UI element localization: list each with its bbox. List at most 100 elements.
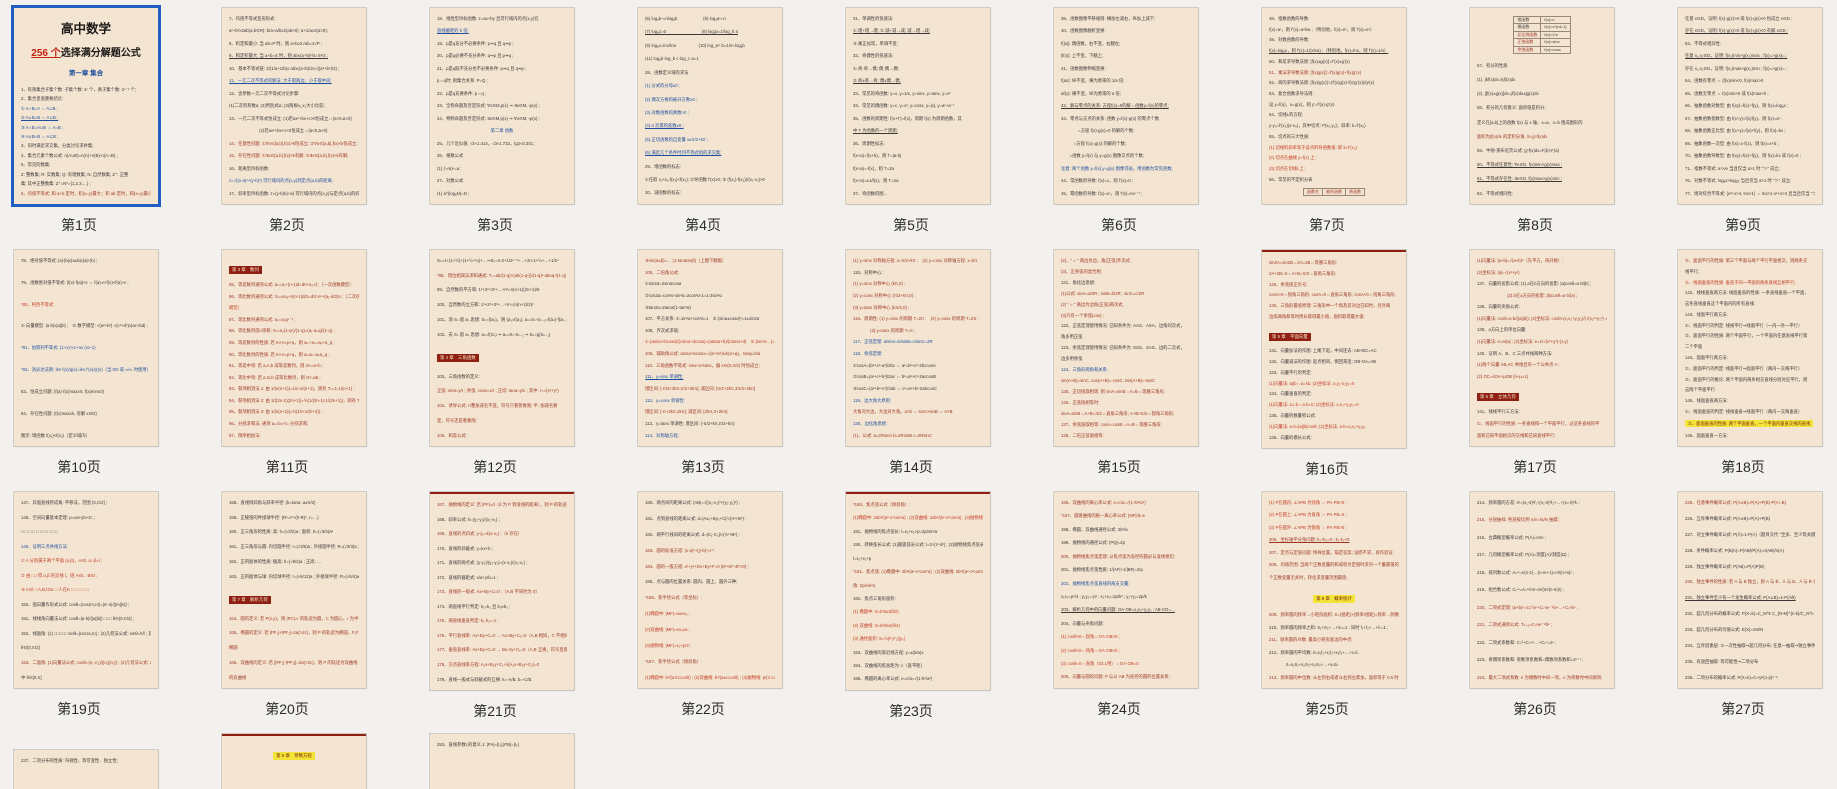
- page-content: 39、函数图像平移规则: 横加左减右，纵加上减下; 40、函数图像翻折变换: f(|…: [1061, 16, 1191, 196]
- page-content: 高中数学 256 个选择满分解题公式 第一章 集合 1、有限集合子集个数: 子集个数:…: [21, 16, 151, 196]
- page-content: 225、任意事件概率公式: P(A∪B)=P(A)+P(B)-P(A∩B) 226…: [1685, 500, 1815, 680]
- thumb-line: (3) 通径面积: S=½|F₁F₂||y₀|: [853, 636, 905, 642]
- thumb-line: ②、面面平行的性质: 第三个平面与两个平行平面相交，则两条交: [1685, 258, 1808, 263]
- page-thumbnail[interactable]: 7、均值不等式变形形式: a²+b²≥2ab(a,b∈R); b/a+a/b≥2(…: [222, 8, 366, 204]
- thumb-line: 66、抽象函数对数型: 由 f(xy)=f(x)+f(y)，则 f(x)=log…: [1685, 103, 1789, 109]
- page-thumbnail[interactable]: 214、频率圆的方差: s²=(x₁-x̄)²f₁+(x₂-x̄)²f₂+…+(…: [1470, 492, 1614, 688]
- thumb-line: 4、集合元素个数公式: n(A∪B)=n(A)+n(B)-n(A∩B) ;: [21, 152, 118, 158]
- thumb-line: 201、抛物线焦点弦性质: 1/|AF|+1/|BF|=2/p: [1061, 567, 1143, 573]
- thumb-line: ③ A∩B=A∪B ⇔ A=B ;: [21, 124, 64, 130]
- thumb-line: (2) 双曲线: S=b²/tan(θ/2): [853, 622, 900, 628]
- thumb-line: 177、垂直直线系: Ax+By+C=0 → Bx-Ay+C₁=0（A,B 互换…: [437, 647, 567, 653]
- page-thumbnail[interactable]: 253、直线参数t.的意义.1: |PA|=|t₁|,|PB|=|t₂|254、…: [430, 734, 574, 789]
- page-thumbnail-selected[interactable]: 高中数学 256 个选择满分解题公式 第一章 集合 1、有限集合子集个数: 子集个数:…: [11, 5, 161, 207]
- thumb-line: 207、定点与定值问题: 特殊位置，锚定答案; 设而不求，再作验证;: [1269, 549, 1394, 555]
- page-label: 第1页: [61, 217, 97, 233]
- thumb-line: 119、边大角大原则:: [853, 397, 892, 403]
- thumb-line: (2) OC=λOA+μOB (λ+μ=1): [1477, 373, 1529, 379]
- page-thumbnail[interactable]: 196、双曲线的离心率公式: e=c/a=√(1+b²/a²) *197、圆锥曲线…: [1054, 492, 1198, 688]
- thumb-line: ①任取 x₁<x₂,f(x₁)<f(x₂); ②导函数 f'(x)≥0; ③ (…: [645, 177, 765, 183]
- thumb-line: 153、二面角: (1)向量法公式: cosθ=(n₁·n₂)/(|n₁||n₂…: [21, 660, 151, 666]
- thumb-line: ②cosB=(a²+c²-b²)/2ac ⇔ b²=a²+c²-2accosB: [853, 374, 936, 380]
- thumb-line: 133、向量平行的判定:: [1269, 369, 1312, 375]
- thumb-line: 25、几个近似值: √2≈1.414，√3≈1.732，lg2≈0.301 ;: [437, 140, 536, 146]
- thumb-line: 集; 其中正整数集: Z⁺=N*={1,2,3,…} ;: [21, 181, 91, 187]
- page-thumbnail[interactable]: 158、直线倾斜角与斜率半径: {k=tanα, α≠π/2} 159、正棱锥的件…: [222, 492, 366, 688]
- thumb-line: □ □ □ □ □ □ □ □ □ □: [21, 529, 58, 535]
- page-thumbnail[interactable]: ②、面面平行的性质: 第三个平面与两个平行平面相交，则两条交 线平行; ②、线面垂直…: [1678, 250, 1822, 446]
- thumbnail-cell: 任意 x∈D，证明: f(x)-g(x)>0 或 f(x)-g(x)<0 恒成立…: [1678, 8, 1822, 235]
- thumb-line: 170、直线的斜截式: y=kx+b ;: [437, 545, 493, 551]
- page-thumbnail[interactable]: 180、两点间的距离公式: |AB|=√((x₂-x₁)²+(y₂-y₁)²) …: [638, 492, 782, 688]
- page-content: 48、指数函数的导数: f(x)=aˣ，则 f'(x)=aˣlna ;（特别地，f…: [1269, 16, 1399, 196]
- thumb-line: (1).切线的斜率等于该点的导函数值: 即 k=f'(x₀): [1269, 144, 1357, 150]
- thumb-line: 87、等比数列通项公式: aₙ=a₁qⁿ⁻¹ ;: [229, 316, 296, 322]
- thumb-line: 面积为∫f(x)dx 的定积分值, S=∫ₐᵇf(x)dx: [1477, 133, 1548, 139]
- page-thumbnail[interactable]: (1)向量法: |a+b|=√(a+b)²（先平方，再开根）; (2)坐标法: |…: [1470, 250, 1614, 446]
- page-thumbnail[interactable]: 237、二项分布的性质: 归规性、等可变性、独立性;238、二项分布的均值与方差…: [14, 750, 158, 789]
- page-thumbnail[interactable]: Sₙ=1+(1+½)+(1+½+¼)+…⇒Sₙ=n-2+1/2ⁿ⁻¹+…+2n-…: [430, 250, 574, 446]
- page-label: 第8页: [1517, 217, 1553, 233]
- page-thumbnail[interactable]: 第 3 章 数列 85、等差数列通项公式: aₙ=a₁+(n-1)d=dn+a₁-…: [222, 250, 366, 446]
- page-thumbnail[interactable]: (1) P在圆内: ∠APB 为钝角 ⇔ PA·PB<0 ; (2) P在圆上: …: [1262, 492, 1406, 688]
- page-thumbnail[interactable]: 第 9 章 参数方程244、极坐标方程与直角方程互化: {ρ=√(x²+y²),…: [222, 734, 366, 789]
- thumb-line: 设 y=f(u)，u=g(x)，则 y'=f'(u)·g'(x): [1269, 101, 1335, 107]
- page-thumbnail[interactable]: 31、单调性的快速法: ①.增+增→增; ②.减+减→减; 减→增→减; ③.乘正加…: [846, 8, 990, 204]
- page-thumbnail[interactable]: ③sin(α±β)=… (1-tanαtanβ)（上图下翻版） 106、二倍角公式…: [638, 250, 782, 446]
- thumb-line: 线平行;: [1685, 268, 1700, 274]
- page-thumbnail[interactable]: (2)、" = " 两边为边，角(正弦)齐次式; (3)、正余弦的混合相; 121、…: [1054, 250, 1198, 446]
- page-thumbnail[interactable]: (5) logₐbⁿ=nlogₐb (6) logₐaⁿ=n (7) logₐ1=…: [638, 8, 782, 204]
- thumb-line: 199、抛物线的通径公式: |PQ|=2p: [1061, 540, 1125, 546]
- thumb-line: *191、焦点弦: (1)椭圆中: 2b²/(a²-c²cos²α) ; (2)…: [853, 569, 983, 575]
- thumb-line: 22、p是q充要条件: p⇔q ;: [437, 90, 487, 96]
- thumb-line: 162、正四面体的性质: 棱高: h=(√6/3)a ; 正高: …: [229, 558, 322, 564]
- thumb-line: 114、对称轴方程:: [645, 432, 679, 438]
- thumb-line: 70、抽象函数导数型: 由 f(xy)=f(x)+f(y)，则 f(x)=kx …: [1685, 153, 1801, 159]
- thumb-line: ③sin(α±β)=… (1-tanαtanβ)（上图下翻版）: [645, 258, 727, 263]
- page-thumbnail[interactable]: 147、异面直线所成角: 平移法，范围 (0,π/2] ; 148、空间向量基本定…: [14, 492, 158, 688]
- thumb-line: 边多用余弦: [1061, 356, 1083, 362]
- page-label: 第4页: [685, 217, 721, 233]
- thumb-line: 104、诱导公式: π整加减名不变，符号只看管象限; 半: 加减名要: [437, 403, 558, 409]
- thumb-line: 182、两平行线间的距离公式: d=|C₁-C₂|/√(A²+B²) ;: [645, 531, 740, 537]
- thumb-line: 109、辅助角公式: asinα+bcosα=√(a²+b²)sin(α+φ)，…: [645, 351, 761, 357]
- thumb-line: 143、线面平行两方法:: [1685, 311, 1728, 317]
- thumb-line: 220、二项式定理: (a+b)ⁿ=Cₙ⁰aⁿ+Cₙ¹aⁿ⁻¹b+…+Cₙⁿbⁿ…: [1477, 604, 1578, 610]
- page-thumbnail[interactable]: 常函数 f(x)=c 幂函数 f(x)=xⁿ(n≠-1) 反比例函数 f(x)=1/x 正弦…: [1470, 8, 1614, 204]
- thumb-line: 233、超几何分布的均值公式: E(X)=nM/N: [1685, 627, 1764, 632]
- thumb-line: 117、正弦定理: a/sinA=b/sinB=c/sinC=2R: [853, 339, 933, 345]
- thumb-line: 151、线线角向量法公式: cosθ=|a·b|/(|a||b|) □□□ θ∈…: [21, 616, 135, 622]
- thumb-line: *187、焦半径公式（倾斜角）:: [645, 658, 703, 664]
- thumb-line: 215、分层抽样: 各层按比例 nᵢ/n=Nᵢ/N 抽取;: [1477, 517, 1559, 523]
- page-thumbnail[interactable]: 78、绝对值不等式: |a|-|b|≤|a±b|≤|a|+|b| ; 79、函数绝…: [14, 250, 158, 446]
- thumb-line: 142、线线垂直两方法: 线面垂直的性质: 一条直线垂直一个平面，: [1685, 290, 1809, 296]
- thumb-line: 190、转换弦长公式: (1)圆弧弦长公式: l=2√(r²-d²) ; (2)…: [853, 542, 983, 548]
- page-thumbnail[interactable]: (1) y=sinx 对称轴方程: x=π/2+kπ ; (2) y=cosx …: [846, 250, 990, 446]
- thumb-line: 85、等差数列通项公式: aₙ=a₁+(n-1)d=dn+a₁-d ;（一次函数…: [229, 282, 354, 288]
- thumb-line: (2).切点在曲线 y=f(x) 上;: [1269, 155, 1316, 161]
- page-thumbnail[interactable]: 18、线性型目标函数: z=ax+by 且可行域内的点(x,y)在 直线截距的 b…: [430, 8, 574, 204]
- page-content: 180、两点间的距离公式: |AB|=√((x₂-x₁)²+(y₂-y₁)²) …: [645, 500, 775, 680]
- page-thumbnail[interactable]: 任意 x∈D，证明: f(x)-g(x)>0 或 f(x)-g(x)<0 恒成立…: [1678, 8, 1822, 204]
- page-thumbnail[interactable]: 48、指数函数的导数: f(x)=aˣ，则 f'(x)=aˣlna ;（特别地，f…: [1262, 8, 1406, 204]
- thumbnail-cell: ③sin(α±β)=… (1-tanαtanβ)（上图下翻版） 106、二倍角公式…: [638, 250, 782, 477]
- thumb-line: 61、不等式存在性: ∃x∈D, f(x)max>g(x)min ;: [1477, 176, 1562, 182]
- thumb-line: *190、焦点弦公式（倾斜角）:: [853, 502, 911, 507]
- thumb-line: 角多用正弦: [1061, 334, 1083, 340]
- thumb-line: 50、和差求导数法则: [f(x)±g(x)]'=f'(x)±g'(x): [1269, 58, 1350, 64]
- thumb-line: 个正数变量无关时，转化求变量范围最值;: [1269, 574, 1348, 580]
- page-thumbnail[interactable]: 39、函数图像平移规则: 横加左减右，纵加上减下; 40、函数图像翻折变换: f(|…: [1054, 8, 1198, 204]
- page-thumbnail[interactable]: 167、抛物线的定义: 若 |PF|=d（d 为 P 到准线的距离），则 P 的…: [430, 492, 574, 690]
- thumb-line: 31、单调性的快速法:: [853, 16, 894, 21]
- thumb-line: 58、积分的几何意义: 面积值是积分;: [1477, 105, 1546, 111]
- doc-subtitle: 256 个选择满分解题公式: [31, 48, 141, 59]
- page-label: 第23页: [889, 703, 933, 719]
- thumbnail-cell: 39、函数图像平移规则: 横加左减右，纵加上减下; 40、函数图像翻折变换: f(|…: [1054, 8, 1198, 235]
- page-thumbnail[interactable]: 225、任意事件概率公式: P(A∪B)=P(A)+P(B)-P(A∩B) 226…: [1678, 492, 1822, 688]
- thumb-line: (3).切点在切线L上;: [1269, 166, 1305, 172]
- thumb-line: 45、幂函数的导数: f(x)=xⁿ，则 f'(x)=nxⁿ⁻¹ ;: [1061, 190, 1143, 196]
- thumb-line: 183、圆的标准方程: (x-a)²+(y-b)²=r² ;: [645, 547, 716, 553]
- page-thumbnail[interactable]: *190、焦点弦公式（倾斜角）: (1)椭圆中: 2ab²/(a²-c²cos²α…: [846, 492, 990, 690]
- thumb-line: 161、正三角形与圆: 内切圆半径: r=(√3/6)a ; 外接圆半径: R=…: [229, 544, 359, 550]
- page-thumbnail[interactable]: sin2A=sin2B⇔2A=2B⇔等腰三角形; 2A+2B=π⇔A+B=π/2⇔…: [1262, 250, 1406, 448]
